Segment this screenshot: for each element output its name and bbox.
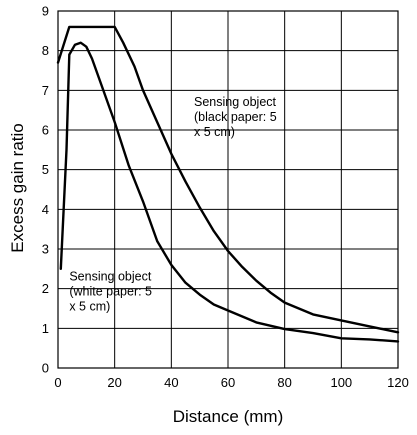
grid xyxy=(57,10,399,369)
x-tick-label: 40 xyxy=(164,375,178,390)
y-tick-label: 2 xyxy=(42,281,49,296)
x-tick-label: 120 xyxy=(387,375,409,390)
annotation-line: x 5 cm) xyxy=(69,300,110,314)
y-tick-label: 1 xyxy=(42,321,49,336)
x-axis-title: Distance (mm) xyxy=(173,407,284,426)
x-tick-label: 80 xyxy=(277,375,291,390)
y-tick-label: 4 xyxy=(42,202,49,217)
y-tick-labels: 0 1 2 3 4 5 6 7 8 9 xyxy=(42,4,49,376)
annotation-line: (black paper: 5 xyxy=(194,110,277,124)
y-tick-label: 8 xyxy=(42,43,49,58)
x-tick-labels: 0 20 40 60 80 100 120 xyxy=(54,375,408,390)
y-tick-label: 6 xyxy=(42,123,49,138)
x-tick-label: 0 xyxy=(54,375,61,390)
x-tick-label: 60 xyxy=(221,375,235,390)
annotation-line: Sensing object xyxy=(194,95,277,109)
series-line-2 xyxy=(59,41,400,343)
series-line-1 xyxy=(56,25,400,334)
x-tick-label: 100 xyxy=(330,375,352,390)
y-tick-label: 0 xyxy=(42,361,49,376)
annotation-line: x 5 cm) xyxy=(194,125,235,139)
x-tick-label: 20 xyxy=(107,375,121,390)
annotation-line: Sensing object xyxy=(69,270,152,284)
y-tick-label: 3 xyxy=(42,242,49,257)
plot-frame xyxy=(57,10,399,369)
y-tick-label: 9 xyxy=(42,4,49,19)
series-group xyxy=(56,25,400,343)
y-axis-title: Excess gain ratio xyxy=(8,123,27,252)
y-tick-label: 5 xyxy=(42,162,49,177)
annotation-line: (white paper: 5 xyxy=(69,285,152,299)
y-tick-label: 7 xyxy=(42,83,49,98)
